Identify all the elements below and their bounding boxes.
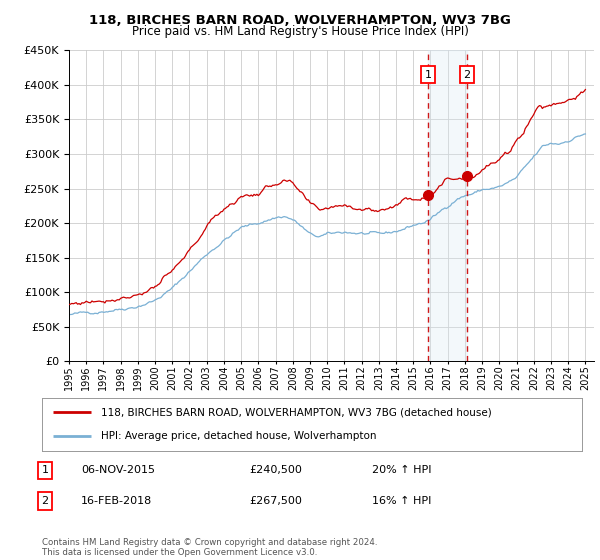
- Text: Price paid vs. HM Land Registry's House Price Index (HPI): Price paid vs. HM Land Registry's House …: [131, 25, 469, 38]
- Text: 16% ↑ HPI: 16% ↑ HPI: [372, 496, 431, 506]
- Text: £267,500: £267,500: [249, 496, 302, 506]
- Text: 20% ↑ HPI: 20% ↑ HPI: [372, 465, 431, 475]
- Text: 2: 2: [41, 496, 49, 506]
- Text: HPI: Average price, detached house, Wolverhampton: HPI: Average price, detached house, Wolv…: [101, 431, 377, 441]
- Text: 1: 1: [41, 465, 49, 475]
- Text: 16-FEB-2018: 16-FEB-2018: [81, 496, 152, 506]
- Text: Contains HM Land Registry data © Crown copyright and database right 2024.
This d: Contains HM Land Registry data © Crown c…: [42, 538, 377, 557]
- Text: 118, BIRCHES BARN ROAD, WOLVERHAMPTON, WV3 7BG: 118, BIRCHES BARN ROAD, WOLVERHAMPTON, W…: [89, 14, 511, 27]
- Bar: [428, 50, 467, 361]
- Text: 118, BIRCHES BARN ROAD, WOLVERHAMPTON, WV3 7BG (detached house): 118, BIRCHES BARN ROAD, WOLVERHAMPTON, W…: [101, 408, 492, 418]
- Text: 2: 2: [463, 69, 470, 80]
- Text: 1: 1: [424, 69, 431, 80]
- Text: 06-NOV-2015: 06-NOV-2015: [81, 465, 155, 475]
- Text: £240,500: £240,500: [249, 465, 302, 475]
